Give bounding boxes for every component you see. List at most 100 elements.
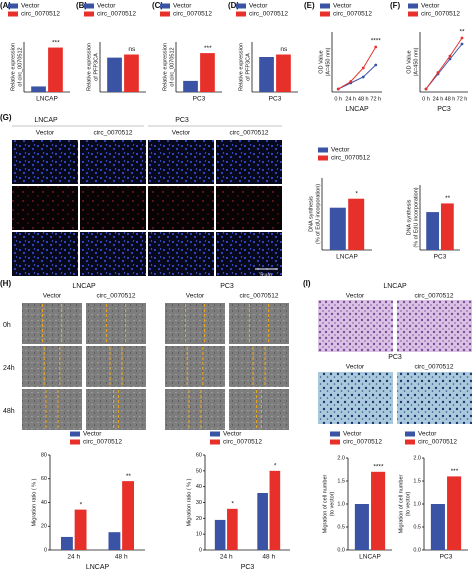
panel-label: (I) [303,279,311,288]
legend-swatch [320,11,330,17]
legend-label: Vector [343,431,362,438]
group-header: Vector [346,364,365,371]
time-label: 24h [3,365,15,372]
x-tick-label: 48 h [445,96,456,102]
wound-image [86,389,146,430]
line-marker [460,36,464,40]
wound-image [229,303,289,344]
legend-label: Vector [97,3,116,10]
wound-image [165,303,225,344]
bar [200,53,215,92]
panel-label: (F) [390,1,401,10]
y-tick-label: 1.5 [413,478,421,484]
legend-label: Vector [418,431,437,438]
micrograph [80,140,146,184]
wound-image [86,346,146,387]
significance: ns [128,46,136,53]
cell-line-header: LNCAP [34,117,58,124]
legend-label: Vector [421,3,440,10]
legend-label: circ_0070512 [343,439,382,446]
legend-label: circ_0070512 [83,439,122,446]
line-series [337,46,377,90]
line-marker [374,45,378,49]
y-axis-label: (to vector) [329,491,335,516]
legend-swatch [160,3,170,9]
transwell-image [397,300,472,352]
bar [426,212,440,250]
bar [60,536,73,550]
bar [348,198,365,250]
significance: ** [445,195,451,202]
panel-label: (E) [304,1,315,10]
y-axis-label: of PFP3CA [93,53,99,81]
y-tick-label: 0 [199,547,202,553]
group-header: Vector [186,293,205,300]
legend-label: Vector [249,3,268,10]
group-header: Vector [346,293,365,300]
y-tick-label: 80 [41,452,47,458]
bar [107,57,122,92]
bar [371,471,386,550]
legend-swatch [84,11,94,17]
micrograph [12,186,78,230]
legend-label: circ_0070512 [331,155,370,162]
y-tick-label: 0.5 [413,524,421,530]
y-axis-label: of circ_0070512 [17,47,23,86]
x-axis-label: PC3 [437,106,451,113]
x-tick-label: 72 h [370,96,381,102]
bar [440,203,454,250]
transwell-image [318,300,393,352]
y-tick-label: 0.5 [337,524,345,530]
bar [259,57,274,92]
group-header: circ_0070512 [229,130,268,137]
x-tick-label: PC3 [193,96,206,103]
y-tick-label: 20 [196,516,202,522]
micrograph [216,140,282,184]
cell-line-header: LNCAP [383,283,407,290]
wound-image [165,346,225,387]
wound-image [22,346,82,387]
legend-swatch [408,11,418,17]
y-axis-label: Migration ratio ( % ) [186,478,192,526]
x-tick-label: 24 h [220,554,233,561]
cell-line-header: LNCAP [72,283,96,290]
x-tick-label: 24 h [345,96,356,102]
x-tick-label: LNCAP [359,554,381,561]
legend-swatch [330,431,340,437]
bar [269,470,281,550]
bar [124,54,139,92]
y-axis-label: OD Value [406,50,412,73]
y-tick-label: 60 [41,476,47,482]
group-header: circ_0070512 [96,293,135,300]
y-axis-label: (% of EdU incorporation) [413,187,419,247]
x-axis-label: PC3 [241,564,255,571]
legend-label: circ_0070512 [249,11,288,18]
bar [227,508,238,550]
line-marker [424,87,428,91]
y-tick-label: 10 [196,532,202,538]
x-tick-label: 72 h [457,96,468,102]
wound-image [86,303,146,344]
panel-label: (C) [152,1,163,10]
legend-swatch [210,431,220,437]
significance: *** [52,39,60,46]
legend-label: circ_0070512 [333,11,372,18]
legend-swatch [160,11,170,17]
y-axis-label: of PFP3CA [245,53,251,81]
bar [183,80,198,92]
y-axis-label: OD Value [318,50,324,73]
legend-swatch [405,431,415,437]
wound-image [22,303,82,344]
panel-label: (G) [0,113,12,122]
wound-image [22,389,82,430]
group-header: circ_0070512 [239,293,278,300]
panel-label: (H) [0,279,11,288]
bar [276,54,291,92]
y-tick-label: 0.0 [413,547,421,553]
bar [329,207,346,250]
legend-label: circ_0070512 [97,11,136,18]
cell-line-header: PC3 [388,354,402,361]
legend-swatch [236,11,246,17]
y-tick-label: 0 [44,547,47,553]
line-marker [448,54,452,58]
